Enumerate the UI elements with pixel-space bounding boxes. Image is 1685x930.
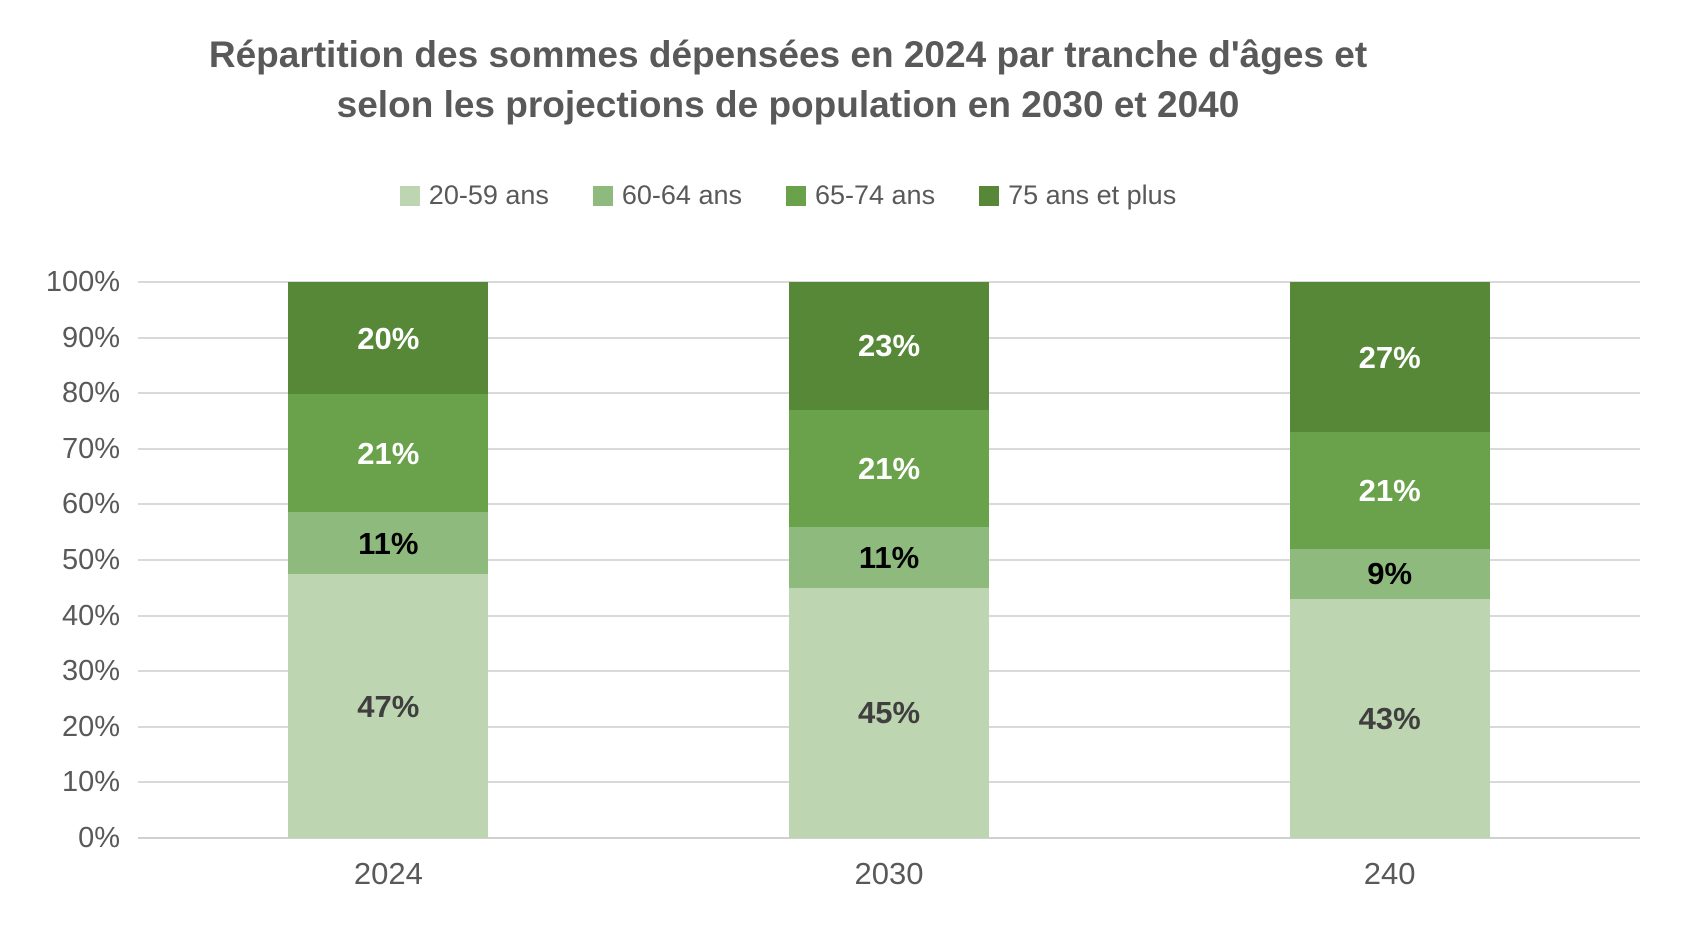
data-label: 20% (357, 320, 420, 356)
data-label: 27% (1358, 339, 1421, 375)
bar-segment: 27% (1289, 282, 1490, 433)
data-label: 21% (357, 435, 420, 471)
legend-label: 60-64 ans (621, 180, 742, 210)
y-tick-label: 90% (61, 321, 120, 354)
y-tick-label: 40% (61, 599, 120, 632)
legend-swatch-icon (785, 185, 806, 206)
data-label: 11% (358, 525, 419, 561)
chart-title-line2: selon les projections de population en 2… (336, 83, 1240, 125)
x-tick-label: 2024 (353, 856, 423, 891)
y-tick-label: 80% (61, 377, 120, 410)
bar-segment: 11% (789, 526, 989, 588)
y-tick-label: 30% (61, 655, 120, 688)
legend-swatch-icon (399, 185, 420, 206)
y-tick-label: 70% (61, 432, 120, 465)
x-tick-label: 240 (1363, 856, 1416, 891)
bar-240: 43% 9% 21% 27% (1289, 282, 1490, 838)
y-tick-label: 60% (61, 488, 120, 521)
bar-segment: 9% (1289, 548, 1490, 599)
bar-segment: 21% (789, 409, 989, 527)
chart-title: Répartition des sommes dépensées en 2024… (0, 30, 1576, 130)
data-label: 45% (857, 695, 921, 731)
data-label: 21% (857, 450, 921, 486)
bar-segment: 11% (288, 512, 489, 575)
gridline (138, 281, 1640, 283)
legend-item-65-74-ans: 65-74 ans (785, 180, 936, 211)
x-axis: 2024 2030 240 (138, 856, 1640, 902)
bar-segment: 47% (288, 574, 489, 838)
legend-swatch-icon (979, 185, 1000, 206)
data-label: 9% (1367, 556, 1413, 592)
x-axis-line (138, 837, 1640, 839)
bar-segment: 23% (789, 282, 989, 410)
legend-item-60-64-ans: 60-64 ans (592, 180, 742, 211)
bar-segment: 45% (789, 587, 989, 838)
bar-segment: 21% (288, 394, 489, 513)
legend-swatch-icon (592, 185, 613, 206)
y-tick-label: 100% (45, 266, 120, 298)
legend-item-20-59-ans: 20-59 ans (399, 180, 549, 211)
bar-segment: 21% (1289, 432, 1490, 549)
data-label: 23% (857, 328, 921, 364)
plot-area: 47% 11% 21% 20% 45% 11% 21% 23% 43% 9% 21% 27% (138, 281, 1640, 839)
data-label: 43% (1358, 700, 1421, 736)
bar-2030: 45% 11% 21% 23% (789, 282, 989, 838)
y-tick-label: 0% (78, 822, 120, 854)
data-label: 21% (1358, 473, 1421, 509)
legend-item-75-ans-et-plus: 75 ans et plus (979, 180, 1176, 211)
bar-segment: 20% (288, 282, 489, 395)
y-tick-label: 50% (61, 544, 120, 576)
bar-2024: 47% 11% 21% 20% (288, 282, 489, 838)
y-tick-label: 20% (61, 710, 120, 743)
y-tick-label: 10% (61, 766, 120, 799)
data-label: 11% (858, 539, 920, 575)
y-axis: 100% 90% 80% 70% 60% 50% 40% 30% 20% 10% 0% (0, 266, 120, 854)
legend-label: 75 ans et plus (1008, 180, 1177, 210)
data-label: 47% (357, 688, 420, 724)
x-tick-label: 2030 (854, 856, 924, 891)
legend-label: 20-59 ans (428, 180, 549, 210)
bar-segment: 43% (1289, 598, 1490, 838)
legend: 20-59 ans 60-64 ans 65-74 ans 75 ans et … (0, 180, 1576, 211)
legend-label: 65-74 ans (814, 180, 936, 210)
chart-title-line1: Répartition des sommes dépensées en 2024… (208, 34, 1368, 75)
